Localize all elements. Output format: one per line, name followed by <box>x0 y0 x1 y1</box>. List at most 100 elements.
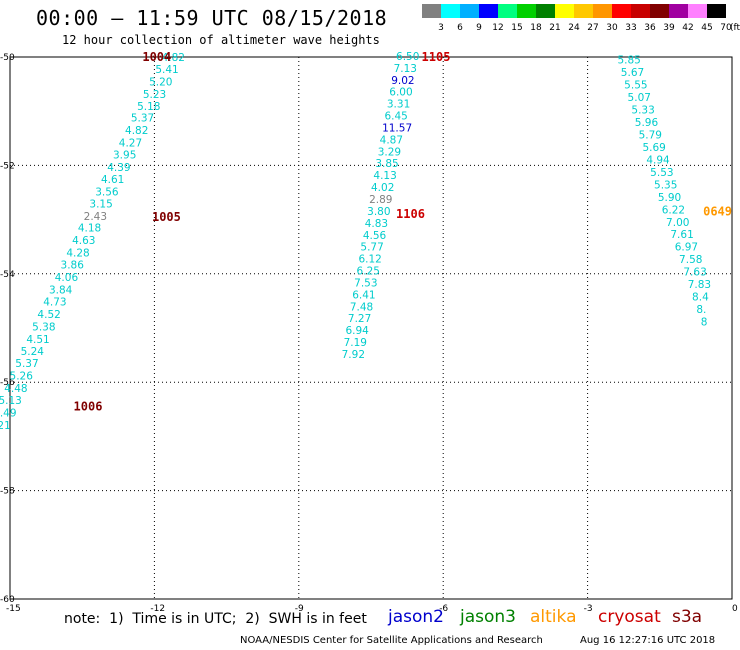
colorbar-swatch <box>536 4 555 18</box>
swh-value: 4.18 <box>78 223 101 235</box>
swh-value: 3.31 <box>387 99 410 111</box>
colorbar-label: 21 <box>549 23 561 33</box>
swh-value: 5.77 <box>360 242 383 254</box>
x-tick-label: -9 <box>295 604 304 614</box>
swh-value: 5.13 <box>0 395 22 407</box>
colorbar-label: 12 <box>492 23 504 33</box>
swh-value: 3.85 <box>375 158 398 170</box>
swh-value: 5.18 <box>137 101 160 113</box>
swh-value: 6.50 <box>396 51 419 63</box>
swh-value: 3.15 <box>89 198 112 210</box>
swh-value: 6.94 <box>345 325 369 337</box>
swh-value: 5.49 <box>0 408 17 420</box>
swh-value: 8 <box>701 316 708 328</box>
colorbar-label: 36 <box>644 23 656 33</box>
swh-value: 5.37 <box>15 358 38 370</box>
swh-value: 3.95 <box>113 150 136 162</box>
x-tick-label: -15 <box>6 604 21 614</box>
colorbar-swatch <box>593 4 612 18</box>
swh-value: 6.25 <box>357 266 380 278</box>
swh-value: 5.67 <box>621 67 644 79</box>
colorbar-swatch <box>631 4 650 18</box>
swh-value: 4.94 <box>646 154 670 166</box>
y-tick-label: -54 <box>0 270 15 280</box>
swh-value: 5.26 <box>10 371 34 383</box>
axis-ticks: -15 -12 -9 -6 -3 0 -50 -52 -54 -56 -58 -60 <box>0 53 738 614</box>
chart-subtitle: 12 hour collection of altimeter wave hei… <box>62 33 380 47</box>
colorbar-swatch <box>517 4 536 18</box>
pass-time-label: 1105 <box>422 50 451 64</box>
swh-value: 7.19 <box>344 337 367 349</box>
swh-value: 3.80 <box>367 206 390 218</box>
colorbar-swatch <box>555 4 574 18</box>
swh-value: 4.87 <box>380 134 403 146</box>
colorbar-label: 70 <box>720 23 732 33</box>
colorbar-swatch <box>479 4 498 18</box>
swh-value: 5.20 <box>149 76 172 88</box>
swh-value: 7.92 <box>342 349 365 361</box>
swh-value: 5.07 <box>628 92 651 104</box>
swh-value: 7.13 <box>394 63 417 75</box>
x-tick-label: -6 <box>439 604 448 614</box>
swh-value: 4.52 <box>37 309 60 321</box>
x-tick-label: -12 <box>150 604 165 614</box>
swh-value: 5.35 <box>654 179 677 191</box>
swh-value: 9.02 <box>391 75 414 87</box>
y-tick-label: -58 <box>0 487 15 497</box>
time-labels: 1004 1005 1006 1105 1106 0649 <box>74 50 732 414</box>
plot-grid <box>10 57 732 599</box>
timestamp: Aug 16 12:27:16 UTC 2018 <box>580 635 716 646</box>
colorbar-label: 15 <box>511 23 523 33</box>
swh-value: 4.56 <box>363 230 387 242</box>
swh-value: 4.48 <box>4 383 27 395</box>
pass-time-label: 1106 <box>396 207 425 221</box>
y-tick-label: -60 <box>0 595 15 605</box>
swh-value: 5.55 <box>624 80 647 92</box>
swh-value: 5.69 <box>642 142 665 154</box>
y-tick-label: -52 <box>0 161 15 171</box>
swh-value: 5.24 <box>21 346 45 358</box>
swh-value: 2.43 <box>84 211 107 223</box>
swh-value: 4.28 <box>66 248 89 260</box>
colorbar-swatch <box>498 4 517 18</box>
swh-value: 8.4 <box>692 292 709 304</box>
colorbar-swatch <box>707 4 726 18</box>
swh-value: 4.73 <box>43 296 66 308</box>
colorbar-unit: (ft) <box>730 23 740 33</box>
colorbar-label: 30 <box>606 23 618 33</box>
chart-title: 00:00 — 11:59 UTC 08/15/2018 <box>36 6 388 30</box>
colorbar-swatch <box>460 4 479 18</box>
swh-value: 3.86 <box>61 260 85 272</box>
legend-altika: altika <box>530 607 577 627</box>
swh-value: 4.51 <box>26 334 49 346</box>
swh-value: 4.13 <box>373 170 396 182</box>
y-tick-label: -50 <box>0 53 15 63</box>
colorbar-swatch <box>441 4 460 18</box>
colorbar-label: 33 <box>625 23 637 33</box>
legend-jason3: jason3 <box>460 607 516 627</box>
swh-value: 4.63 <box>72 235 95 247</box>
colorbar-label: 39 <box>663 23 675 33</box>
legend-cryosat: cryosat <box>598 607 661 627</box>
swh-value: 5.21 <box>0 420 11 432</box>
colorbar-label: 9 <box>476 23 482 33</box>
swh-value: 7.00 <box>666 217 689 229</box>
footer-note: note: 1) Time is in UTC; 2) SWH is in fe… <box>64 611 367 627</box>
swh-value: 7.58 <box>679 254 702 266</box>
swh-value: 5.85 <box>617 55 640 67</box>
swh-value: 5.53 <box>650 167 673 179</box>
x-tick-label: 0 <box>732 604 738 614</box>
swh-value: 5.79 <box>639 130 662 142</box>
colorbar-swatch <box>669 4 688 18</box>
swh-value: 5.41 <box>155 64 178 76</box>
swh-value: 4.61 <box>101 174 124 186</box>
swh-value: 5.33 <box>631 105 654 117</box>
swh-value: 6.00 <box>389 87 412 99</box>
colorbar-swatch <box>688 4 707 18</box>
swh-value: 3.84 <box>49 285 73 297</box>
swh-value: 7.63 <box>683 267 706 279</box>
legend-s3a: s3a <box>672 607 703 627</box>
colorbar-swatch <box>612 4 631 18</box>
colorbar-label: 3 <box>438 23 444 33</box>
